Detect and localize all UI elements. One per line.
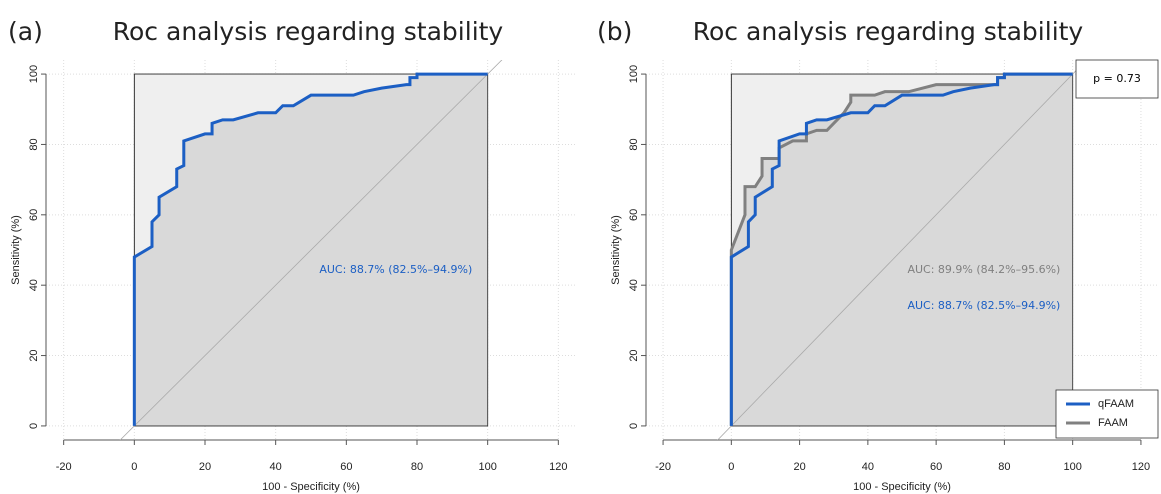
x-tick-label: 20 bbox=[199, 461, 211, 473]
roc-curve bbox=[729, 72, 1073, 426]
y-tick-label: 0 bbox=[28, 423, 40, 429]
legend-label: FAAM bbox=[1098, 417, 1128, 429]
x-tick-label: 100 bbox=[478, 461, 496, 473]
plot-area bbox=[717, 60, 1087, 440]
x-tick-label: 80 bbox=[411, 461, 423, 473]
p-value-box bbox=[1075, 59, 1159, 99]
roc-frame-border bbox=[133, 73, 489, 427]
auc-annotation: AUC: 88.7% (82.5%–94.9%) bbox=[319, 263, 472, 276]
x-tick-label: 60 bbox=[930, 461, 942, 473]
y-tick-label: 60 bbox=[28, 209, 40, 221]
x-tick-label: 0 bbox=[131, 461, 137, 473]
roc-curve bbox=[132, 72, 488, 426]
y-tick-label: 0 bbox=[628, 423, 640, 429]
auc-annotation: AUC: 88.7% (82.5%–94.9%) bbox=[907, 299, 1060, 312]
x-tick-label: -20 bbox=[56, 461, 72, 473]
x-tick-label: -20 bbox=[655, 461, 671, 473]
x-axis-label: 100 - Specificity (%) bbox=[853, 481, 951, 493]
y-tick-label: 20 bbox=[628, 349, 640, 361]
auc-annotation: AUC: 89.9% (84.2%–95.6%) bbox=[907, 263, 1060, 276]
y-tick-label: 80 bbox=[28, 138, 40, 150]
x-tick-label: 80 bbox=[998, 461, 1010, 473]
chart-title: Roc analysis regarding stability bbox=[693, 17, 1084, 46]
x-tick-label: 120 bbox=[549, 461, 567, 473]
x-axis-label: 100 - Specificity (%) bbox=[262, 481, 360, 493]
legend-box bbox=[1055, 389, 1159, 439]
x-tick-label: 0 bbox=[728, 461, 734, 473]
y-axis-label: Sensitivity (%) bbox=[10, 215, 22, 285]
y-tick-label: 20 bbox=[28, 349, 40, 361]
x-tick-label: 120 bbox=[1132, 461, 1150, 473]
chart-title: Roc analysis regarding stability bbox=[113, 17, 504, 46]
p-value: p = 0.73 bbox=[1093, 72, 1141, 85]
x-tick-label: 40 bbox=[270, 461, 282, 473]
x-tick-label: 20 bbox=[793, 461, 805, 473]
panel-label: (b) bbox=[597, 17, 632, 46]
x-tick-label: 40 bbox=[862, 461, 874, 473]
x-tick-label: 100 bbox=[1063, 461, 1081, 473]
y-tick-label: 40 bbox=[28, 279, 40, 291]
plot-area bbox=[119, 60, 503, 440]
roc-curve bbox=[729, 72, 1073, 426]
y-tick-label: 100 bbox=[628, 65, 640, 83]
y-tick-label: 100 bbox=[28, 65, 40, 83]
panel-label: (a) bbox=[8, 17, 43, 46]
legend-label: qFAAM bbox=[1098, 398, 1134, 410]
y-axis-label: Sensitivity (%) bbox=[610, 215, 622, 285]
y-tick-label: 40 bbox=[628, 279, 640, 291]
y-tick-label: 80 bbox=[628, 138, 640, 150]
x-tick-label: 60 bbox=[340, 461, 352, 473]
y-tick-label: 60 bbox=[628, 209, 640, 221]
